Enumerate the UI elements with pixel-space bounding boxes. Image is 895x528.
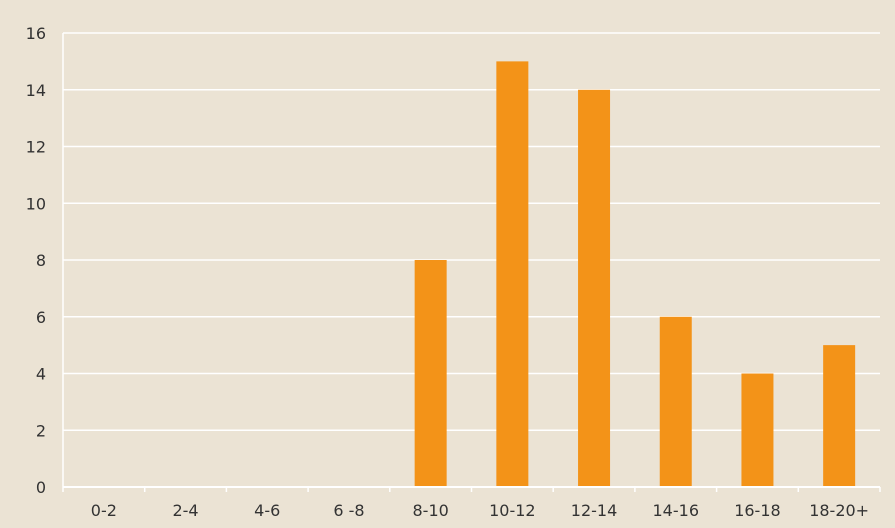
- y-tick-label: 6: [36, 308, 46, 327]
- x-tick-label: 18-20+: [809, 501, 869, 520]
- x-tick-label: 4-6: [254, 501, 280, 520]
- x-tick-label: 2-4: [172, 501, 198, 520]
- x-tick-label: 10-12: [489, 501, 536, 520]
- bar: [823, 345, 856, 487]
- bar: [741, 373, 774, 487]
- x-tick-label: 12-14: [571, 501, 618, 520]
- y-tick-label: 4: [36, 365, 46, 384]
- y-tick-label: 0: [36, 478, 46, 497]
- y-tick-label: 2: [36, 421, 46, 440]
- bars: [414, 61, 856, 487]
- y-tick-label: 14: [26, 81, 46, 100]
- x-tick-label: 0-2: [91, 501, 117, 520]
- x-tick-label: 16-18: [734, 501, 781, 520]
- bar: [659, 316, 692, 487]
- x-tick-label: 14-16: [653, 501, 700, 520]
- bar: [414, 260, 447, 487]
- y-axis: 0 2 4 6 8 10 12 14 16: [26, 24, 64, 497]
- bar: [496, 61, 529, 487]
- x-tick-label: 8-10: [412, 501, 448, 520]
- y-tick-label: 8: [36, 251, 46, 270]
- x-tick-label: 6 -8: [333, 501, 364, 520]
- y-tick-label: 16: [26, 24, 46, 43]
- y-tick-label: 12: [26, 138, 46, 157]
- y-tick-label: 10: [26, 194, 46, 213]
- bar: [578, 89, 611, 487]
- x-axis: 0-2 2-4 4-6 6 -8 8-10 10-12 12-14 14-16 16-18 18-…: [62, 486, 881, 520]
- gridlines: [63, 32, 880, 431]
